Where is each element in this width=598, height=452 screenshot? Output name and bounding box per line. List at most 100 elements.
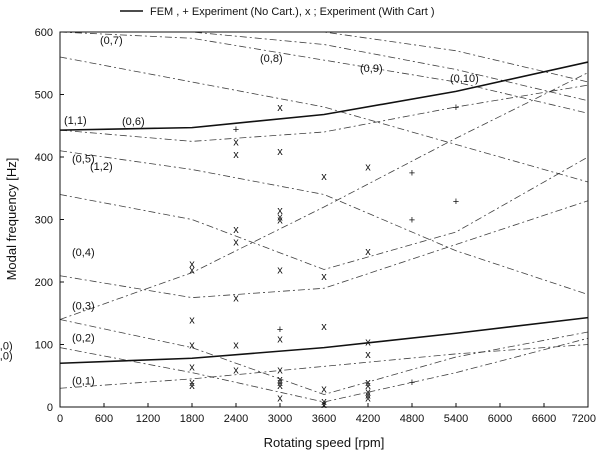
series-layer <box>60 32 588 403</box>
plot-frame <box>59 31 589 408</box>
data-point-with-cart: x <box>189 340 195 352</box>
fem-curve-1-0 <box>60 72 588 320</box>
data-point-with-cart: x <box>233 136 239 148</box>
x-tick-label: 3600 <box>312 413 336 425</box>
data-point-with-cart: x <box>321 271 327 283</box>
x-tick-label: 1200 <box>136 413 160 425</box>
mode-label-0-1: (0,1) <box>72 375 95 387</box>
data-point-with-cart: x <box>277 215 283 227</box>
x-tick-label: 0 <box>57 413 63 425</box>
data-point-with-cart: x <box>277 102 283 114</box>
data-point-with-cart: x <box>365 246 371 258</box>
data-point-with-cart: x <box>233 224 239 236</box>
data-point-with-cart: x <box>189 380 195 392</box>
fem-curve-0-8 <box>60 32 588 114</box>
mode-label-0-9: (0,9) <box>360 63 383 75</box>
data-point-with-cart: x <box>277 265 283 277</box>
fem-curve-0-2 <box>60 337 588 403</box>
y-tick-label: 100 <box>35 340 53 352</box>
data-point-no-cart: + <box>453 196 459 208</box>
data-point-with-cart: x <box>365 161 371 173</box>
data-point-no-cart: + <box>453 102 459 114</box>
data-point-with-cart: x <box>233 340 239 352</box>
data-point-with-cart: x <box>365 386 371 398</box>
x-tick-label: 4800 <box>400 413 424 425</box>
data-point-with-cart: x <box>233 293 239 305</box>
x-tick-label: 4200 <box>356 413 380 425</box>
data-point-with-cart: x <box>189 258 195 270</box>
data-point-with-cart: x <box>365 377 371 389</box>
data-point-with-cart: x <box>321 396 327 408</box>
data-point-with-cart: x <box>233 236 239 248</box>
data-point-no-cart: + <box>409 377 415 389</box>
x-tick-label: 6600 <box>532 413 556 425</box>
data-point-no-cart: + <box>409 215 415 227</box>
fem-curve-0-7 <box>60 56 588 183</box>
x-tick-label: 6000 <box>488 413 512 425</box>
data-point-with-cart: x <box>277 333 283 345</box>
data-point-with-cart: x <box>189 361 195 373</box>
mode-label-1-0: (1,0) <box>0 341 13 353</box>
data-point-with-cart: x <box>277 146 283 158</box>
data-point-no-cart: + <box>277 324 283 336</box>
data-point-with-cart: x <box>321 383 327 395</box>
x-tick-label: 2400 <box>224 413 248 425</box>
data-point-with-cart: x <box>233 365 239 377</box>
mode-label-1-1: (1,1) <box>64 115 87 127</box>
mode-label-0-0: (0,0) <box>0 350 13 362</box>
y-tick-label: 300 <box>35 215 53 227</box>
mode-label-0-2: (0,2) <box>72 333 95 345</box>
mode-label-0-6: (0,6) <box>122 116 145 128</box>
y-axis-title: Modal frequency [Hz] <box>4 158 19 281</box>
mode-label-1-2: (1,2) <box>90 161 113 173</box>
x-tick-label: 5400 <box>444 413 468 425</box>
data-point-with-cart: x <box>277 380 283 392</box>
data-point-with-cart: x <box>189 265 195 277</box>
data-point-with-cart: x <box>365 393 371 405</box>
mode-labels: (1,1) (0,0)(1,0) (1,2) (0,1) (0,2) (0,3) (0,4)… <box>0 35 479 387</box>
mode-label-0-4: (0,4) <box>72 247 95 259</box>
y-tick-label: 600 <box>35 27 53 39</box>
data-point-with-cart: x <box>189 377 195 389</box>
legend: FEM , + Experiment (No Cart.), x ; Exper… <box>120 6 435 18</box>
mode-label-0-3: (0,3) <box>72 301 95 313</box>
data-point-with-cart: x <box>277 211 283 223</box>
fem-curve-0-3 <box>60 319 588 395</box>
fem-curve-1-1 <box>60 61 588 131</box>
data-point-with-cart: x <box>365 380 371 392</box>
x-tick-label: 7200 <box>572 413 596 425</box>
fem-curve-0-0 <box>60 316 588 365</box>
data-point-with-cart: x <box>321 321 327 333</box>
x-tick-label: 3000 <box>268 413 292 425</box>
marker-layer: xxxxxxxxxxxxxxxxxxxxxxxxxxxxxxxxxxxxxxxx… <box>189 102 459 411</box>
mode-label-0-8: (0,8) <box>260 53 283 65</box>
x-tick-label: 600 <box>95 413 113 425</box>
y-tick-label: 500 <box>35 90 53 102</box>
fem-curve-0-4 <box>60 200 588 299</box>
data-point-with-cart: x <box>277 365 283 377</box>
x-axis-title: Rotating speed [rpm] <box>264 435 385 450</box>
data-point-with-cart: x <box>277 377 283 389</box>
data-point-no-cart: + <box>233 124 239 136</box>
mode-label-0-10: (0,10) <box>450 73 479 85</box>
data-point-with-cart: x <box>365 390 371 402</box>
data-point-with-cart: x <box>321 171 327 183</box>
y-tick-label: 0 <box>47 402 53 414</box>
fem-curve-0-5 <box>60 156 588 270</box>
data-point-with-cart: x <box>277 393 283 405</box>
mode-label-0-7: (0,7) <box>100 35 123 47</box>
data-point-no-cart: + <box>409 168 415 180</box>
data-point-with-cart: x <box>189 315 195 327</box>
data-point-with-cart: x <box>277 205 283 217</box>
x-tick-label: 1800 <box>180 413 204 425</box>
fem-curve-1-2 <box>60 84 588 142</box>
data-point-with-cart: x <box>365 336 371 348</box>
data-point-with-cart: x <box>233 149 239 161</box>
data-point-with-cart: x <box>365 349 371 361</box>
legend-text: FEM , + Experiment (No Cart.), x ; Exper… <box>150 6 435 18</box>
fem-curve-0-10 <box>60 32 588 83</box>
data-point-with-cart: x <box>277 374 283 386</box>
y-axis-ticks: 0 100 200 300 400 500 600 <box>35 27 64 414</box>
mode-label-0-5: (0,5) <box>72 154 95 166</box>
